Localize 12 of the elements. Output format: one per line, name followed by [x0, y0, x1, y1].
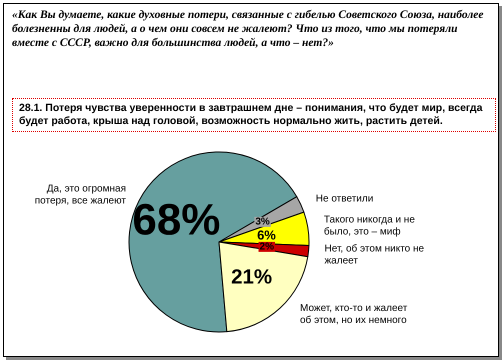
slice-label: Такого никогда и не было, это – миф — [324, 214, 416, 238]
slice-label: Нет, об этом никто не жалеет — [324, 244, 425, 267]
data-label: 68% — [132, 195, 220, 244]
data-label: 2% — [260, 241, 274, 252]
data-label: 3% — [255, 216, 270, 228]
slice-label: Может, кто-то и жалеет об этом, но их немного — [300, 302, 408, 326]
slice-label: Не ответили — [316, 194, 374, 205]
data-label: 6% — [257, 227, 276, 242]
chart-title: «Как Вы думаете, какие духовные потери, связанные с гибелью Советского Союза, наиболее болезненны для людей, а о чем они совсем не жалеют? Что из того, что мы потеряли вместе с СССР, важно для большинства людей, а что – нет?» — [12, 8, 484, 50]
chart-subtitle: 28.1. Потеря чувства уверенности в завтрашнем дне – понимания, что будет мир, всегда будет работа, крыша над головой, возможность нормально жить, растить детей. — [12, 98, 496, 132]
slice-label: Да, это огромная потеря, все жалеют — [34, 183, 126, 206]
data-label: 21% — [231, 266, 272, 289]
